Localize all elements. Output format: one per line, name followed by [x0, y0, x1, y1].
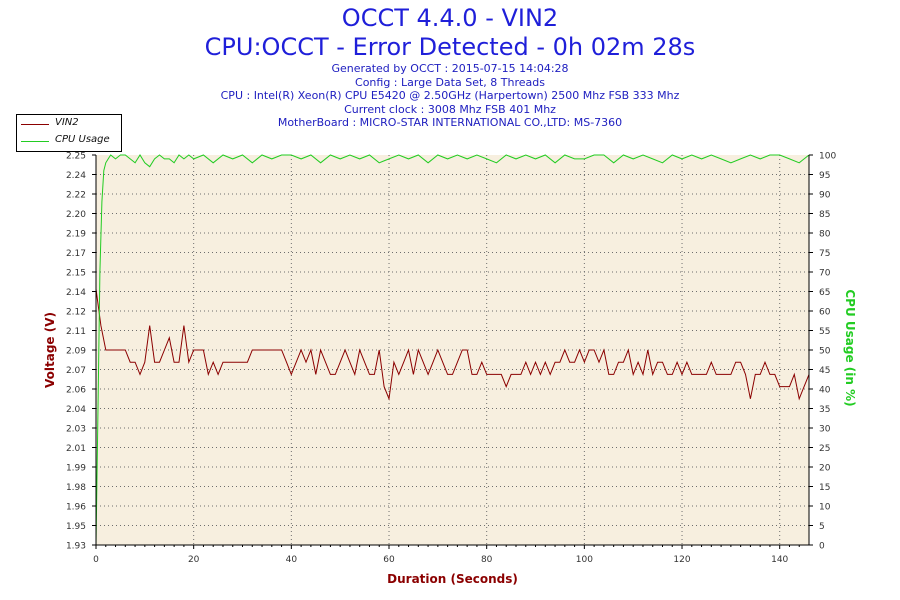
x-axis-label: Duration (Seconds)	[387, 572, 518, 586]
y-tick-label: 2.15	[66, 269, 86, 279]
y-tick-label: 2.01	[66, 444, 86, 454]
y-tick-label: 2.17	[66, 249, 86, 259]
y-tick-label: 2.20	[66, 210, 86, 220]
y2-tick-label: 20	[819, 464, 831, 474]
legend-item-cpu-usage: CPU Usage	[17, 133, 121, 149]
x-tick-label: 40	[286, 555, 298, 565]
series-line-cpu-usage	[95, 154, 810, 546]
y2-tick-label: 50	[819, 347, 831, 357]
y2-tick-label: 75	[819, 249, 830, 259]
y-tick-label: 1.99	[66, 464, 86, 474]
series-line-vin2	[95, 289, 810, 401]
y2-tick-label: 25	[819, 444, 830, 454]
y2-tick-label: 100	[819, 152, 836, 162]
x-tick-label: 120	[673, 555, 690, 565]
y-tick-label: 2.11	[66, 327, 86, 337]
x-tick-label: 80	[481, 555, 493, 565]
y2-tick-label: 65	[819, 288, 830, 298]
y2-tick-label: 45	[819, 366, 830, 376]
y-tick-label: 1.95	[66, 522, 86, 532]
y2-tick-label: 5	[819, 522, 825, 532]
info-cpu: CPU : Intel(R) Xeon(R) CPU E5420 @ 2.50G…	[220, 89, 680, 103]
y2-axis-label: CPU Usage (in %)	[843, 289, 857, 406]
legend-item-vin2: VIN2	[17, 116, 121, 132]
chart-header: OCCT 4.4.0 - VIN2 CPU:OCCT - Error Detec…	[0, 4, 900, 130]
y-tick-label: 1.98	[66, 483, 86, 493]
y-axis-label: Voltage (V)	[43, 312, 57, 388]
y2-tick-label: 60	[819, 308, 831, 318]
legend: VIN2 CPU Usage	[16, 114, 122, 152]
chart-title: OCCT 4.4.0 - VIN2	[341, 4, 559, 32]
chart-subtitle: CPU:OCCT - Error Detected - 0h 02m 28s	[204, 33, 696, 61]
y-tick-label: 1.93	[66, 542, 86, 552]
x-tick-label: 60	[383, 555, 395, 565]
y-tick-label: 2.25	[66, 152, 86, 162]
y2-tick-label: 70	[819, 269, 831, 279]
y-tick-label: 2.06	[66, 386, 86, 396]
legend-label-vin2: VIN2	[55, 117, 79, 128]
x-tick-label: 0	[93, 555, 99, 565]
y2-tick-label: 55	[819, 327, 830, 337]
y-tick-label: 2.14	[66, 288, 86, 298]
info-clock: Current clock : 3008 Mhz FSB 401 Mhz	[344, 102, 556, 116]
y2-tick-label: 30	[819, 425, 831, 435]
y-tick-label: 1.96	[66, 503, 86, 513]
y2-tick-label: 95	[819, 171, 830, 181]
info-motherboard: MotherBoard : MICRO-STAR INTERNATIONAL C…	[277, 116, 623, 130]
y-tick-label: 2.12	[66, 308, 86, 318]
y-tick-label: 2.04	[66, 405, 86, 415]
legend-swatch-vin2	[21, 124, 49, 125]
y-tick-label: 2.19	[66, 230, 86, 240]
y-tick-label: 2.24	[66, 171, 86, 181]
x-tick-label: 100	[576, 555, 593, 565]
y2-tick-label: 0	[819, 542, 825, 552]
y2-tick-label: 90	[819, 191, 831, 201]
x-tick-label: 20	[188, 555, 200, 565]
y-tick-label: 2.07	[66, 366, 86, 376]
y2-tick-label: 35	[819, 405, 830, 415]
info-generated: Generated by OCCT : 2015-07-15 14:04:28	[331, 62, 569, 75]
y2-tick-label: 10	[819, 503, 831, 513]
info-config: Config : Large Data Set, 8 Threads	[355, 75, 545, 89]
y-tick-label: 2.22	[66, 191, 86, 201]
y2-tick-label: 85	[819, 210, 830, 220]
x-tick-label: 140	[771, 555, 788, 565]
y2-tick-label: 40	[819, 386, 831, 396]
y2-tick-label: 15	[819, 483, 830, 493]
y-tick-label: 2.09	[66, 347, 86, 357]
legend-label-cpu-usage: CPU Usage	[55, 134, 110, 145]
y2-tick-label: 80	[819, 230, 831, 240]
legend-swatch-cpu-usage	[21, 141, 49, 142]
y-tick-label: 2.03	[66, 425, 86, 435]
